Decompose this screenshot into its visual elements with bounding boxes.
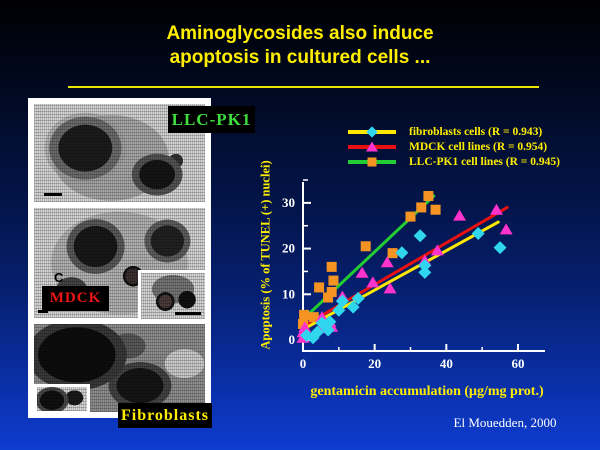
svg-text:0: 0 bbox=[289, 332, 296, 347]
square-marker-icon bbox=[367, 157, 377, 167]
slide-title: Aminoglycosides also induce apoptosis in… bbox=[0, 22, 600, 70]
citation: El Mouedden, 2000 bbox=[453, 415, 557, 430]
svg-text:30: 30 bbox=[282, 195, 295, 210]
x-axis-label: gentamicin accumulation (μg/mg prot.) bbox=[310, 384, 544, 399]
micrograph-mdck-inset bbox=[138, 270, 208, 322]
diamond-marker-icon bbox=[366, 126, 378, 138]
scale-bar bbox=[38, 310, 48, 313]
triangle-marker-icon bbox=[366, 141, 378, 152]
svg-text:40: 40 bbox=[440, 356, 453, 371]
legend-label-llcpk1: LLC-PK1 cell lines (R = 0.945) bbox=[409, 156, 560, 168]
legend-item-llcpk1: LLC-PK1 cell lines (R = 0.945) bbox=[348, 155, 560, 169]
legend-line-llcpk1 bbox=[348, 157, 396, 167]
title-separator-line bbox=[68, 86, 539, 88]
label-fibroblasts: Fibroblasts bbox=[118, 403, 212, 428]
legend-line-mdck bbox=[348, 141, 396, 152]
label-mdck: MDCK bbox=[42, 286, 109, 311]
legend-item-mdck: MDCK cell lines (R = 0.954) bbox=[348, 140, 560, 154]
svg-text:60: 60 bbox=[511, 356, 524, 371]
chart-legend: fibroblasts cells (R = 0.943) MDCK cell … bbox=[348, 125, 560, 170]
svg-text:20: 20 bbox=[368, 356, 381, 371]
scale-bar bbox=[44, 193, 62, 196]
micrograph-fibroblast-cells bbox=[34, 324, 205, 412]
legend-label-mdck: MDCK cell lines (R = 0.954) bbox=[409, 141, 548, 153]
legend-item-fibroblasts: fibroblasts cells (R = 0.943) bbox=[348, 125, 560, 139]
svg-text:10: 10 bbox=[282, 286, 295, 301]
title-line-2: apoptosis in cultured cells ... bbox=[169, 47, 431, 68]
legend-line-fibroblasts bbox=[348, 126, 396, 138]
label-llcpk1: LLC-PK1 bbox=[168, 106, 255, 133]
micrograph-llcpk1-cells bbox=[34, 104, 205, 202]
title-line-1: Aminoglycosides also induce bbox=[166, 23, 434, 44]
micrograph-fibroblast-inset bbox=[34, 384, 90, 414]
legend-label-fibroblasts: fibroblasts cells (R = 0.943) bbox=[409, 126, 543, 138]
annotation-c: C bbox=[54, 270, 64, 285]
y-axis-label: Apoptosis (% of TUNEL (+) nuclei) bbox=[258, 160, 273, 350]
svg-text:20: 20 bbox=[282, 241, 295, 256]
scale-bar bbox=[175, 312, 201, 315]
svg-text:0: 0 bbox=[300, 356, 307, 371]
